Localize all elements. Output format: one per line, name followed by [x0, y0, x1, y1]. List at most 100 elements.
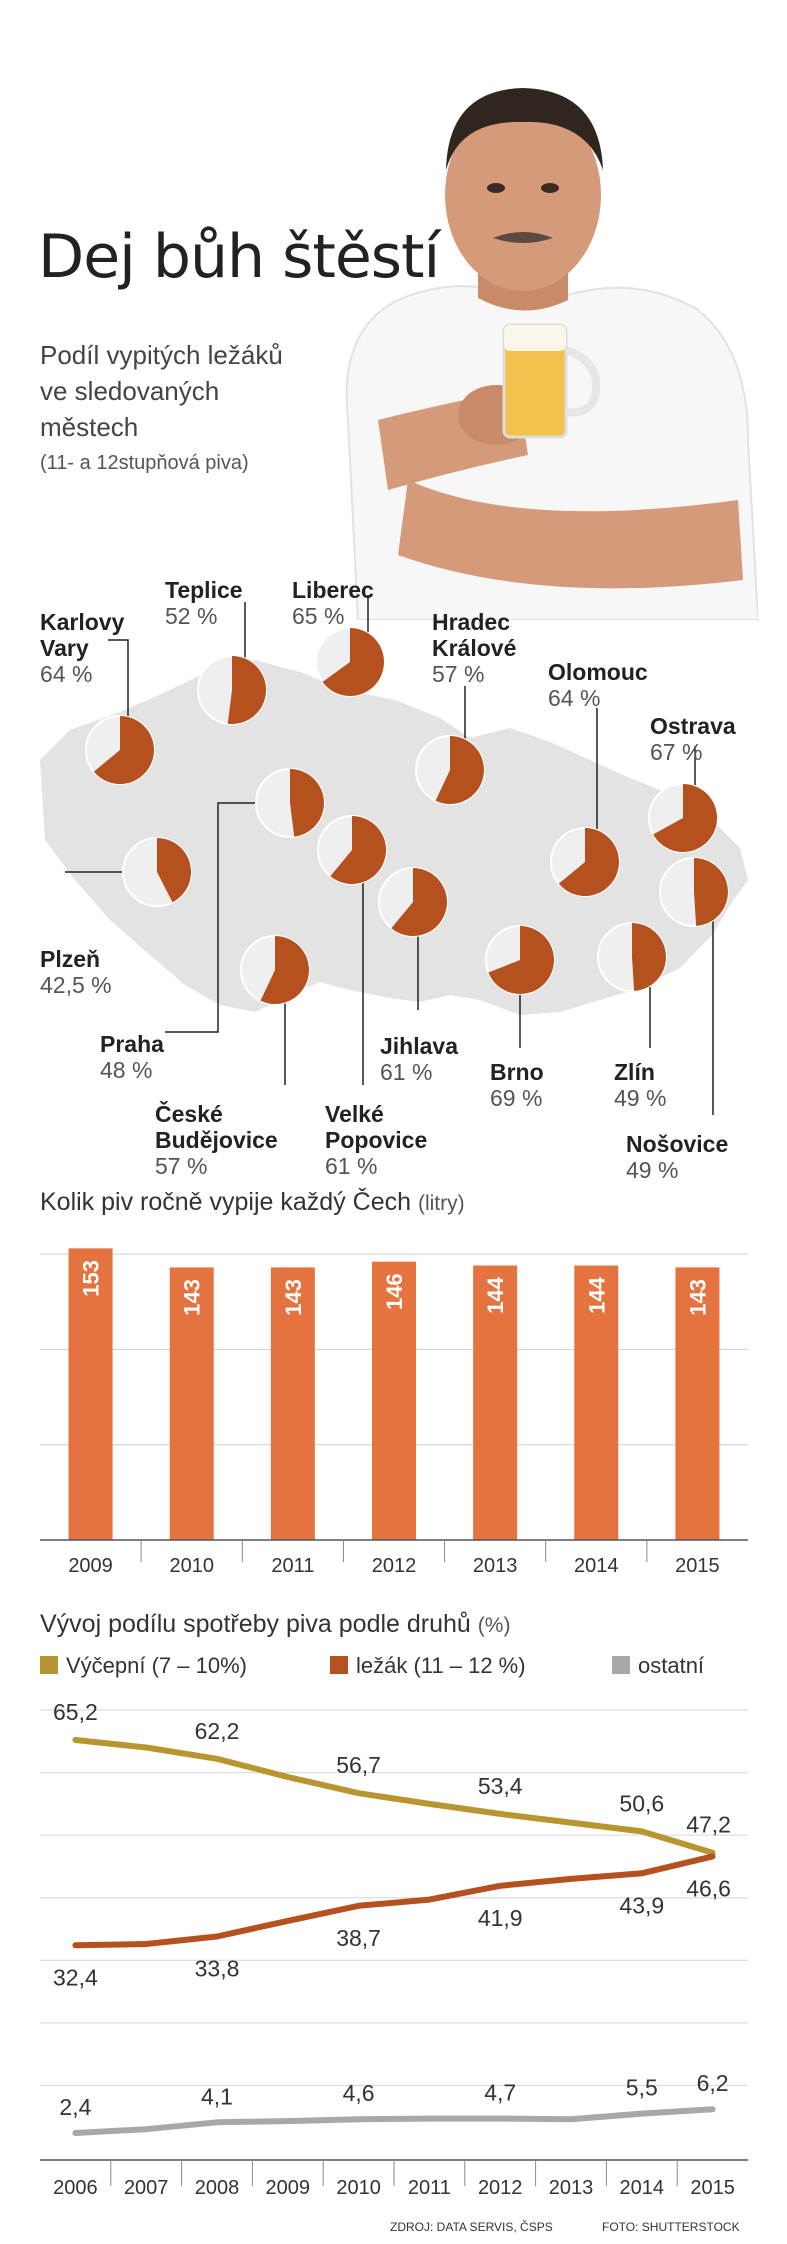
bar-category-label: 2009: [68, 1555, 113, 1577]
line-data-label: 62,2: [195, 1718, 240, 1744]
line-chart: Výčepní (7 – 10%) ležák (11 – 12 %) ostatn…: [40, 1653, 748, 2199]
line-data-label: 2,4: [59, 2094, 91, 2120]
pie-slice-brno: [488, 926, 555, 994]
line-x-label: 2012: [478, 2177, 523, 2199]
city-name-velke-popovice: Velké: [325, 1101, 384, 1127]
city-share-praha: 48 %: [100, 1057, 152, 1083]
line-data-label: 4,1: [201, 2083, 233, 2109]
city-name-nosovice: Nošovice: [626, 1131, 728, 1157]
pie-slice-teplice: [227, 656, 267, 724]
map-subtitle-note: (11- a 12stupňová piva): [40, 452, 249, 474]
bar-value-label: 144: [584, 1276, 609, 1313]
line-x-label: 2009: [266, 2177, 311, 2199]
line-chart-unit: (%): [477, 1614, 511, 1637]
line-data-label: 41,9: [478, 1905, 523, 1931]
bar-2009: [68, 1248, 113, 1540]
line-x-label: 2011: [408, 2177, 451, 2199]
city-name-olomouc: Olomouc: [548, 659, 648, 685]
legend-swatch: [40, 1656, 58, 1674]
city-share-velke-popovice: 61 %: [325, 1153, 377, 1179]
pie-slice-plzen: [157, 838, 191, 903]
bar-value-label: 144: [483, 1276, 508, 1313]
bar-value-label: 143: [180, 1279, 205, 1316]
pie-slice-zlin: [632, 923, 666, 991]
city-share-zlin: 49 %: [614, 1085, 666, 1111]
city-name-zlin: Zlín: [614, 1059, 655, 1085]
city-name-karlovy-vary: Vary: [40, 635, 89, 661]
bar-category-label: 2012: [372, 1555, 417, 1577]
line-x-label: 2010: [336, 2177, 381, 2199]
bar-value-label: 143: [281, 1279, 306, 1316]
bar-2010: [169, 1267, 214, 1540]
line-series-3: [72, 2106, 716, 2136]
line-series-1: [72, 1737, 716, 1856]
city-name-velke-popovice: Popovice: [325, 1127, 427, 1153]
legend-label: Výčepní (7 – 10%): [66, 1653, 247, 1678]
bar-category-label: 2010: [169, 1555, 214, 1577]
bar-2011: [270, 1267, 315, 1540]
bar-x-axis: 2009 2010 2011 2012 2013 2014 2015: [40, 1539, 748, 1577]
map-subtitle-line: městech: [40, 412, 139, 442]
bar-category-label: 2011: [271, 1555, 314, 1577]
line-chart-title-block: Vývoj podílu spotřeby piva podle druhů (…: [40, 1610, 510, 1639]
map-subtitle: Podíl vypitých ležáků ve sledovaných měs…: [40, 337, 340, 481]
line-data-label: 53,4: [478, 1773, 523, 1799]
leader-line-karlovy-vary: [108, 639, 129, 745]
legend-label: ostatní: [638, 1653, 704, 1678]
city-name-brno: Brno: [490, 1059, 544, 1085]
line-x-label: 2008: [195, 2177, 240, 2199]
line-x-label: 2013: [549, 2177, 594, 2199]
map-subtitle-line: Podíl vypitých ležáků: [40, 340, 283, 370]
czech-republic-map: [40, 660, 748, 1015]
line-x-label: 2015: [690, 2177, 735, 2199]
city-share-liberec: 65 %: [292, 603, 344, 629]
bar-2014: [574, 1265, 619, 1540]
city-name-liberec: Liberec: [292, 577, 374, 603]
line-series-layer: [72, 1737, 716, 2136]
line-data-label: 5,5: [626, 2075, 658, 2101]
pie-slice-praha: [290, 769, 324, 837]
bar-2015: [675, 1267, 720, 1540]
city-share-ostrava: 67 %: [650, 739, 702, 765]
line-data-label: 43,9: [619, 1892, 664, 1918]
line-grid: [40, 1709, 748, 2086]
legend-swatch: [612, 1656, 630, 1674]
pie-slice-liberec: [322, 628, 384, 697]
pie-slice-ceske-budejovice: [260, 935, 310, 1004]
line-data-label: 33,8: [195, 1956, 240, 1982]
city-name-ceske-budejovice: Budějovice: [155, 1127, 278, 1153]
line-data-label: 4,6: [343, 2080, 375, 2106]
line-data-label: 47,2: [686, 1812, 731, 1838]
bar-chart-title-block: Kolik piv ročně vypije každý Čech (litry…: [40, 1188, 465, 1217]
line-chart-title: Vývoj podílu spotřeby piva podle druhů: [40, 1610, 471, 1638]
bar-category-label: 2014: [574, 1555, 619, 1577]
city-name-teplice: Teplice: [165, 577, 243, 603]
city-name-ostrava: Ostrava: [650, 713, 736, 739]
city-name-jihlava: Jihlava: [380, 1033, 458, 1059]
pie-slice-hradec-kralove: [435, 736, 485, 804]
pie-slice-velke-popovice: [330, 816, 386, 884]
line-legend: Výčepní (7 – 10%) ležák (11 – 12 %) ostatn…: [40, 1653, 704, 1678]
pie-slice-olomouc: [558, 828, 619, 896]
city-name-karlovy-vary: Karlovy: [40, 609, 125, 635]
page-title: Dej bůh štěstí: [38, 222, 440, 292]
bar-chart-unit: (litry): [417, 1192, 465, 1215]
photo-credit: FOTO: SHUTTERSTOCK: [602, 2220, 740, 2234]
pie-layer: [85, 627, 729, 1005]
city-name-plzen: Plzeň: [40, 946, 100, 972]
city-share-jihlava: 61 %: [380, 1059, 432, 1085]
line-data-label: 4,7: [484, 2080, 516, 2106]
line-series-2: [72, 1853, 716, 1949]
line-data-label: 46,6: [686, 1875, 731, 1901]
line-data-label: 32,4: [53, 1964, 98, 1990]
source-credit: ZDROJ: DATA SERVIS, ČSPS: [390, 2220, 553, 2234]
pie-slice-ostrava: [653, 784, 718, 852]
bar-value-label: 143: [685, 1279, 710, 1316]
line-data-label: 50,6: [619, 1790, 664, 1816]
line-x-label: 2007: [124, 2177, 169, 2199]
city-name-hradec-kralove: Králové: [432, 635, 516, 661]
bar-series: 153 143 143 146 144 144 143: [68, 1248, 720, 1540]
city-name-ceske-budejovice: České: [155, 1100, 223, 1127]
